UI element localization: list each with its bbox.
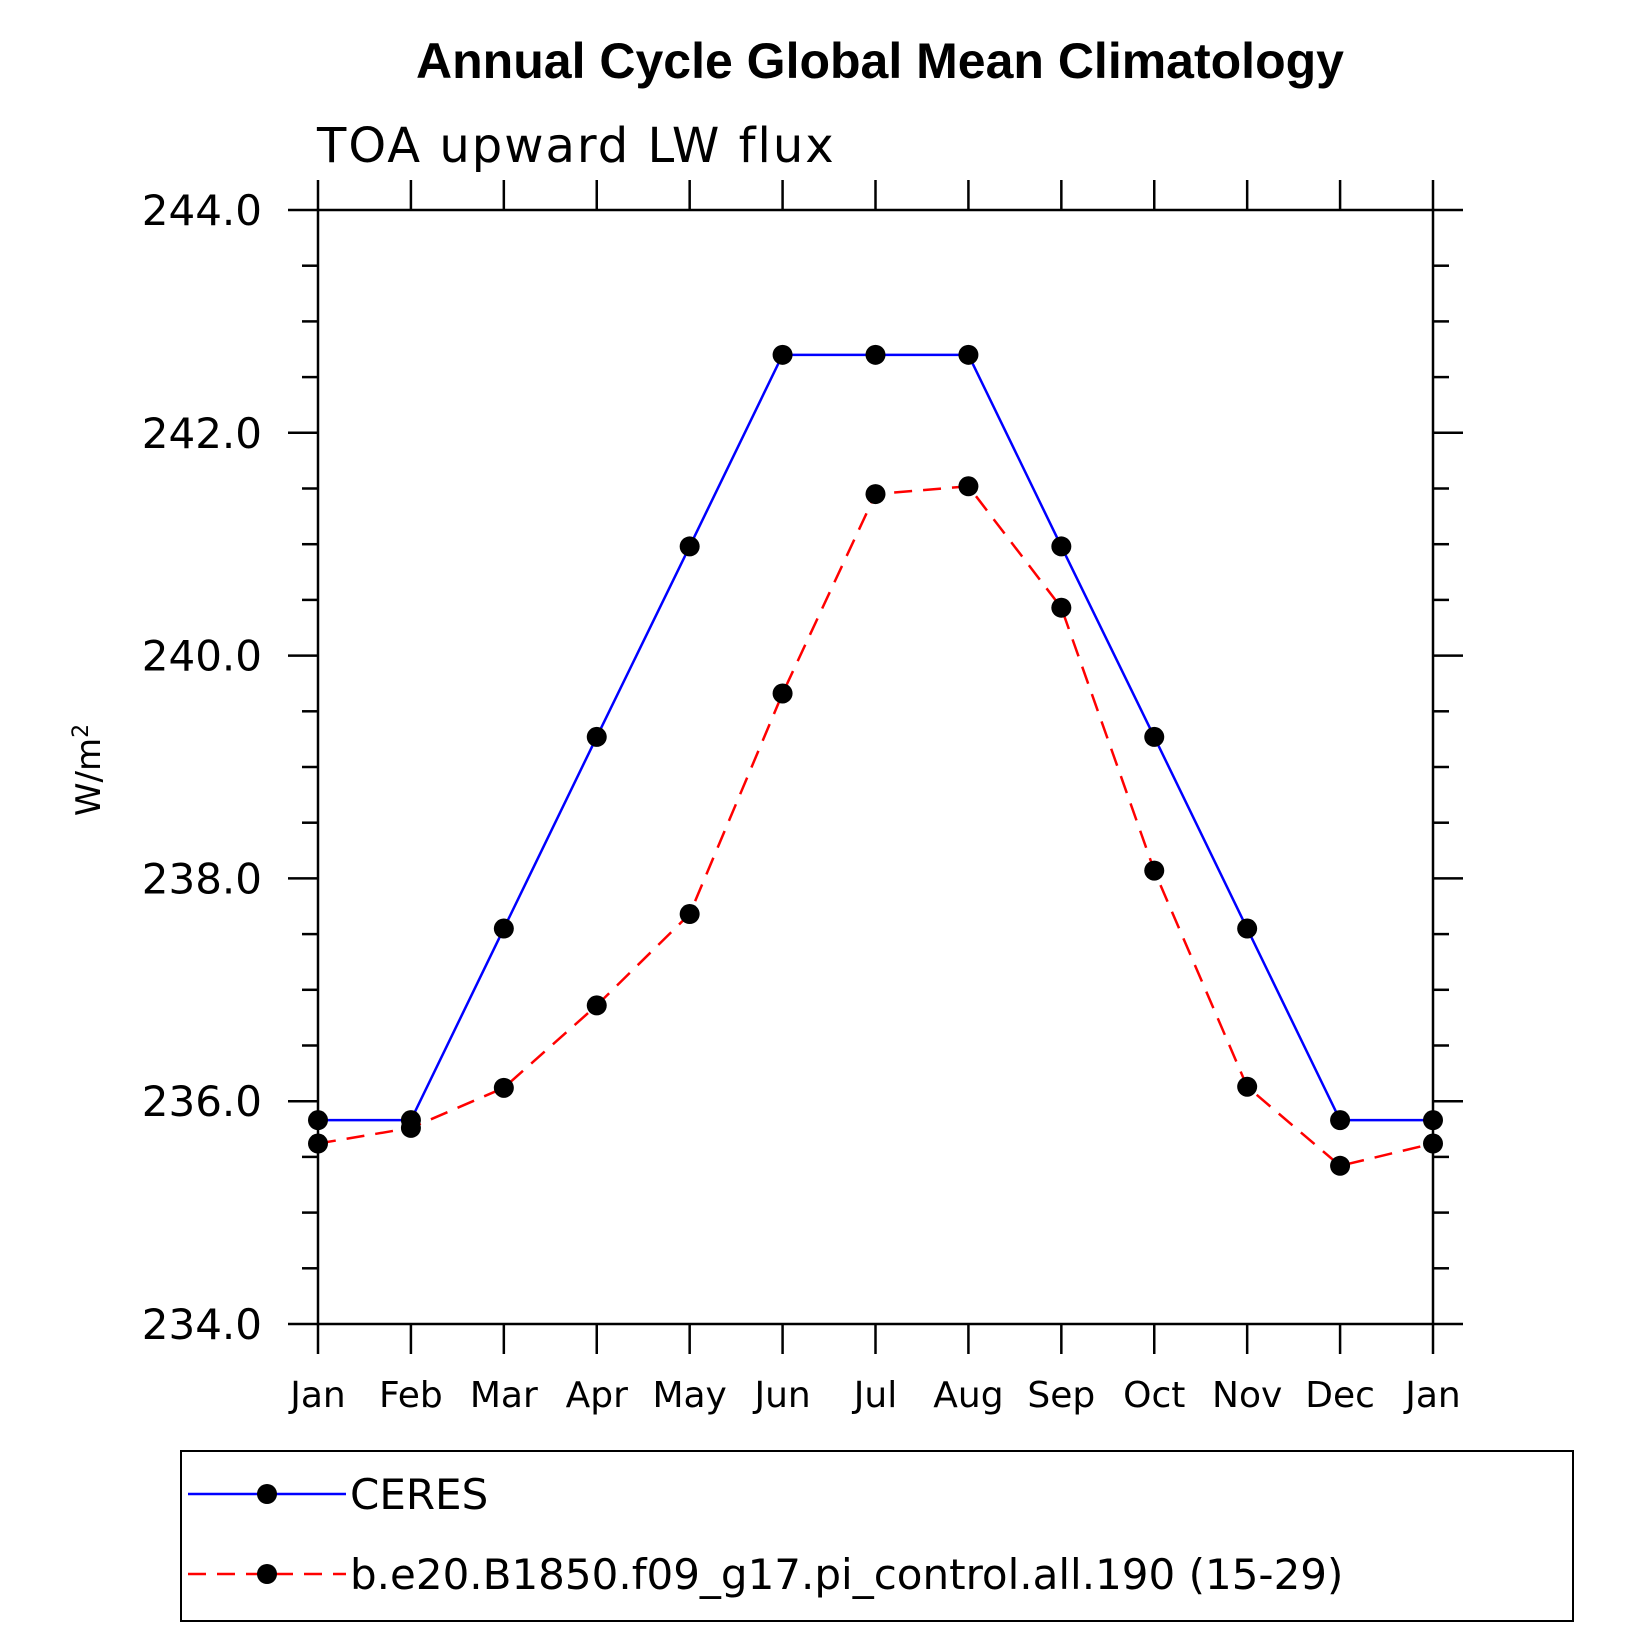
x-tick-label: Jan bbox=[288, 1375, 346, 1416]
series-1-point bbox=[1423, 1133, 1443, 1154]
series-1-point bbox=[493, 1077, 514, 1098]
series-1-point bbox=[400, 1117, 421, 1138]
series-0-point bbox=[1051, 536, 1072, 557]
y-axis-label: W/m2 bbox=[69, 724, 110, 816]
series-0-point bbox=[586, 726, 607, 747]
x-tick-label: May bbox=[652, 1375, 726, 1416]
series-0-point bbox=[865, 344, 886, 365]
series-1-point bbox=[308, 1133, 328, 1154]
plot-frame bbox=[316, 208, 1435, 1326]
series-line-1 bbox=[317, 484, 1434, 1168]
chart-subtitle: TOA upward LW flux bbox=[316, 118, 836, 174]
series-layer bbox=[308, 344, 1443, 1176]
legend-marker-model bbox=[257, 1564, 277, 1584]
y-tick-label: 236.0 bbox=[142, 1077, 262, 1126]
x-tick-label: Dec bbox=[1305, 1375, 1375, 1416]
x-tick-label: Aug bbox=[933, 1375, 1003, 1416]
y-tick-label: 240.0 bbox=[142, 632, 262, 681]
x-tick-label: Jan bbox=[1403, 1375, 1461, 1416]
y-tick-label: 242.0 bbox=[142, 409, 262, 458]
chart-title: Annual Cycle Global Mean Climatology bbox=[416, 33, 1344, 89]
x-tick-label: Nov bbox=[1212, 1375, 1282, 1416]
legend-marker-ceres bbox=[257, 1484, 277, 1504]
series-1-point bbox=[958, 476, 979, 497]
series-0-point bbox=[679, 536, 700, 557]
series-0-point bbox=[1423, 1110, 1443, 1131]
x-tick-label: Feb bbox=[379, 1375, 443, 1416]
series-1-point bbox=[1330, 1155, 1351, 1176]
series-0-point bbox=[1330, 1110, 1351, 1131]
legend: CERES b.e20.B1850.f09_g17.pi_control.all… bbox=[180, 1450, 1574, 1622]
legend-label-ceres: CERES bbox=[350, 1470, 488, 1519]
legend-label-model: b.e20.B1850.f09_g17.pi_control.all.190 (… bbox=[350, 1550, 1343, 1599]
x-tick-label: Jul bbox=[852, 1375, 897, 1416]
series-1-point bbox=[865, 484, 886, 505]
series-1-point bbox=[772, 683, 793, 704]
y-axis-label-text: W/m bbox=[69, 738, 109, 816]
series-0-point bbox=[493, 918, 514, 939]
axes: 234.0 236.0 238.0 240.0 242.0 244.0 Jan Feb Mar A… bbox=[142, 180, 1463, 1416]
series-1-point bbox=[1237, 1076, 1258, 1097]
x-tick-label: Sep bbox=[1027, 1375, 1095, 1416]
y-tick-label: 238.0 bbox=[142, 854, 262, 903]
series-line-0 bbox=[318, 353, 1433, 1122]
y-axis-label-superscript: 2 bbox=[69, 724, 94, 738]
series-0-point bbox=[772, 344, 793, 365]
series-0-point bbox=[1144, 726, 1165, 747]
series-1-point bbox=[586, 995, 607, 1016]
y-tick-label: 244.0 bbox=[142, 186, 262, 235]
x-tick-label: Jun bbox=[752, 1375, 810, 1416]
series-0-point bbox=[308, 1110, 328, 1131]
x-tick-label: Oct bbox=[1123, 1375, 1185, 1416]
x-tick-label: Mar bbox=[470, 1375, 538, 1416]
series-0-point bbox=[1237, 918, 1258, 939]
series-1-point bbox=[1144, 860, 1165, 881]
y-tick-label: 234.0 bbox=[142, 1300, 262, 1349]
series-1-point bbox=[679, 904, 700, 925]
series-1-point bbox=[1051, 597, 1072, 618]
x-tick-label: Apr bbox=[566, 1375, 628, 1416]
legend-box bbox=[180, 1450, 1574, 1622]
series-0-point bbox=[958, 344, 979, 365]
